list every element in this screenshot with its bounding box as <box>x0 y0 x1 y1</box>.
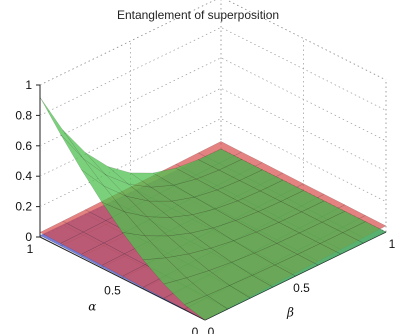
box-edge <box>226 0 387 81</box>
series-surface-0 <box>39 97 387 321</box>
beta-tick-label: 1 <box>389 237 396 251</box>
z-gridline <box>39 118 387 207</box>
z-gridline <box>39 87 387 177</box>
z-tick-label: 0.6 <box>15 139 32 153</box>
z-tick-label: 1 <box>25 78 32 92</box>
box-edge <box>39 0 216 86</box>
beta-tick-label: 0 <box>208 325 215 334</box>
z-gridline <box>39 57 387 147</box>
surface-patch <box>197 148 243 171</box>
alpha-tick-label: 0.5 <box>104 284 121 298</box>
beta-tick-label: 0.5 <box>293 281 310 295</box>
z-tick-label: 0.8 <box>15 108 32 122</box>
beta-axis-label: β <box>286 305 294 319</box>
alpha-axis-label: α <box>88 299 96 313</box>
z-tick-label: 0.2 <box>15 200 32 214</box>
axis-line <box>39 236 206 321</box>
alpha-tick-label: 0 <box>192 325 199 334</box>
chart-title: Entanglement of superposition <box>116 8 280 22</box>
alpha-tick-label: 1 <box>27 242 34 256</box>
surfaces <box>39 97 387 321</box>
z-tick-label: 0 <box>25 230 32 244</box>
z-tick-label: 0.4 <box>15 169 32 183</box>
z-gridline <box>39 27 387 116</box>
gridlines <box>39 27 387 207</box>
